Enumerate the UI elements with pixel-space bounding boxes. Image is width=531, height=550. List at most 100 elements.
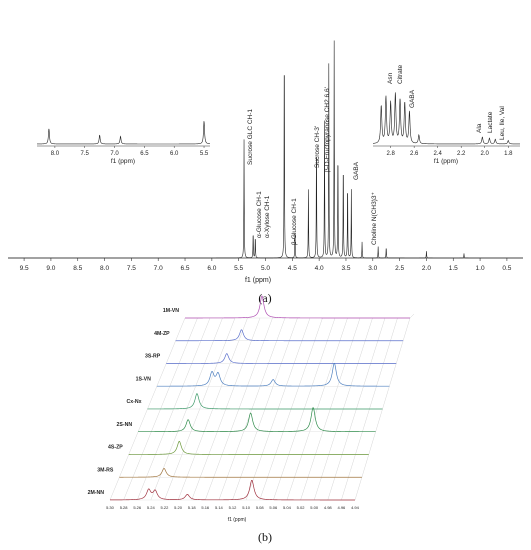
inset-annotation-ala: Ala [476, 123, 483, 133]
main-x-tick-label: 6.0 [207, 265, 216, 272]
annotation-alpha-glucose: α-Glucose CH-1 [256, 191, 263, 238]
inset-right-x-ticks: 2.8 2.6 2.4 2.2 2.0 1.8 [386, 146, 513, 157]
panel-b-series-line [166, 353, 397, 364]
annotation-sucrose-ch3: Sucrose CH-3' [314, 126, 321, 168]
panel-b-x-tick-label: 5.00 [310, 505, 319, 510]
panel-b-x-tick-label: 5.24 [147, 505, 156, 510]
panel-b-series-label: 2M-NN [88, 490, 105, 496]
panel-b-x-tick-label: 5.08 [256, 505, 265, 510]
inset-left-x-tick-label: 5.5 [200, 151, 209, 157]
inset-left: 8.0 7.5 7.0 6.5 6.0 5.5 f1 (ppm) [37, 121, 211, 165]
panel-b-series-line [138, 407, 376, 433]
annotation-gaba-main: GABA [353, 161, 360, 180]
inset-left-x-tick-label: 7.0 [110, 151, 119, 157]
panel-b-x-tick-label: 5.02 [297, 505, 306, 510]
inset-right-x-tick-label: 2.0 [481, 151, 490, 157]
panel-b-series-label: 2S-NN [117, 422, 133, 428]
inset-left-spectrum-line [37, 121, 211, 145]
main-x-tick-label: 7.0 [154, 265, 163, 272]
main-x-ticks: 9.5 9.0 8.5 8.0 7.5 7.0 6.5 6.0 5.5 5.0 4.5 4.0 3.5 3… [20, 258, 512, 272]
panel-b-series-line [147, 393, 383, 410]
inset-right-x-tick-label: 2.2 [457, 151, 466, 157]
panel-b-x-tick-label: 5.16 [201, 505, 210, 510]
panel-b-x-tick-label: 5.30 [106, 505, 115, 510]
panel-b-x-tick-label: 5.20 [174, 505, 183, 510]
main-x-tick-label: 8.0 [100, 265, 109, 272]
panel-b-x-tick-label: 5.28 [120, 505, 129, 510]
main-x-tick-label: 4.0 [315, 265, 324, 272]
inset-annotation-citrate: Citrate [397, 64, 404, 84]
inset-annotation-lactate: Lactate [487, 111, 494, 133]
main-x-tick-label: 6.5 [181, 265, 190, 272]
inset-annotation-asn: Asn [387, 72, 394, 84]
panel-b-x-axis-label: f1 (ppm) [228, 517, 247, 523]
caption-a: (a) [258, 291, 271, 305]
panel-b-series-label: Cx-Nx [127, 399, 142, 405]
panel-b-series-label: 3M-RS [97, 467, 114, 473]
inset-right-x-tick-label: 1.8 [504, 151, 513, 157]
annotation-alpha-xylose: α-Xylose CH-1 [264, 195, 271, 238]
panel-b-wall-edge [409, 313, 415, 319]
panel-b-series-label: 1M-VN [163, 308, 179, 314]
inset-right-spectrum-line [372, 92, 520, 145]
panel-b: 1M-VN 4M-ZP 3S-RP 1S-VN Cx-Nx 2S-NN 4S-ZP 3M-RS… [88, 295, 415, 544]
main-x-tick-label: 8.5 [73, 265, 82, 272]
main-x-tick-label: 4.5 [288, 265, 297, 272]
main-x-tick-label: 0.5 [502, 265, 511, 272]
panel-b-series-label: 4S-ZP [108, 445, 123, 451]
panel-b-x-tick-label: 4.96 [337, 505, 346, 510]
inset-left-x-tick-label: 7.5 [81, 151, 90, 157]
annotation-fructopyranose: β-D-Fructopyranose CH2 6,6' [324, 87, 331, 172]
inset-left-x-axis-label: f1 (ppm) [111, 158, 135, 165]
panel-b-stack: 1M-VN 4M-ZP 3S-RP 1S-VN Cx-Nx 2S-NN 4S-ZP 3M-RS… [88, 295, 410, 501]
panel-b-x-tick-label: 5.12 [229, 505, 238, 510]
panel-b-series-line [128, 440, 369, 455]
panel-b-x-tick-label: 5.14 [215, 505, 224, 510]
inset-right-x-tick-label: 2.6 [410, 151, 419, 157]
inset-annotation-gaba: GABA [409, 89, 416, 108]
panel-b-series-line [185, 295, 410, 319]
main-spectrum-line [8, 40, 523, 259]
inset-right: 2.8 2.6 2.4 2.2 2.0 1.8 f1 (ppm) Asn Citrate … [372, 64, 520, 165]
caption-b: (b) [258, 530, 272, 544]
inset-annotation-leu-ile-val: Leu, Ile, Val [499, 106, 506, 140]
panel-b-series-line [156, 362, 390, 387]
main-x-tick-label: 5.0 [261, 265, 270, 272]
panel-b-x-tick-label: 4.98 [324, 505, 333, 510]
inset-right-x-tick-label: 2.8 [386, 151, 395, 157]
main-x-tick-label: 5.5 [234, 265, 243, 272]
panel-b-x-tick-label: 5.06 [269, 505, 278, 510]
main-x-tick-label: 1.5 [449, 265, 458, 272]
panel-b-series-line [110, 479, 355, 501]
main-x-tick-label: 9.0 [46, 265, 55, 272]
main-x-tick-label: 7.5 [127, 265, 136, 272]
panel-b-series-label: 3S-RP [145, 354, 161, 360]
main-x-tick-label: 3.5 [341, 265, 350, 272]
panel-b-x-tick-label: 5.04 [283, 505, 292, 510]
annotation-sucrose-glc: Sucrose GLC CH-1 [247, 109, 254, 165]
panel-b-x-tick-label: 5.10 [242, 505, 251, 510]
panel-b-x-tick-label: 5.26 [133, 505, 142, 510]
panel-b-x-ticks: 5.30 5.28 5.26 5.24 5.22 5.20 5.18 5.16 5.14 5.12… [106, 505, 360, 510]
inset-left-x-ticks: 8.0 7.5 7.0 6.5 6.0 5.5 [51, 146, 209, 157]
panel-b-x-tick-label: 5.22 [161, 505, 170, 510]
panel-b-series-label: 1S-VN [136, 376, 152, 382]
annotation-choline: Choline N(CH3)3⁺ [371, 192, 378, 245]
panel-b-grid [109, 313, 415, 501]
panel-b-x-tick-label: 4.94 [351, 505, 360, 510]
panel-b-x-tick-label: 5.18 [188, 505, 197, 510]
main-x-tick-label: 1.0 [476, 265, 485, 272]
main-x-tick-label: 2.0 [422, 265, 431, 272]
panel-b-series-line [119, 468, 362, 478]
panel-b-series-label: 4M-ZP [154, 331, 170, 337]
inset-left-x-tick-label: 6.0 [170, 151, 179, 157]
inset-left-x-tick-label: 8.0 [51, 151, 60, 157]
inset-left-x-tick-label: 6.5 [140, 151, 149, 157]
main-x-tick-label: 3.0 [368, 265, 377, 272]
annotation-beta-glucose: β-Glucose CH-1 [291, 198, 298, 245]
main-x-tick-label: 9.5 [20, 265, 29, 272]
main-x-tick-label: 2.5 [395, 265, 404, 272]
main-x-axis-label: f1 (ppm) [245, 277, 271, 284]
panel-a: 9.5 9.0 8.5 8.0 7.5 7.0 6.5 6.0 5.5 5.0 4.5 4.0 3.5 3… [8, 40, 523, 305]
